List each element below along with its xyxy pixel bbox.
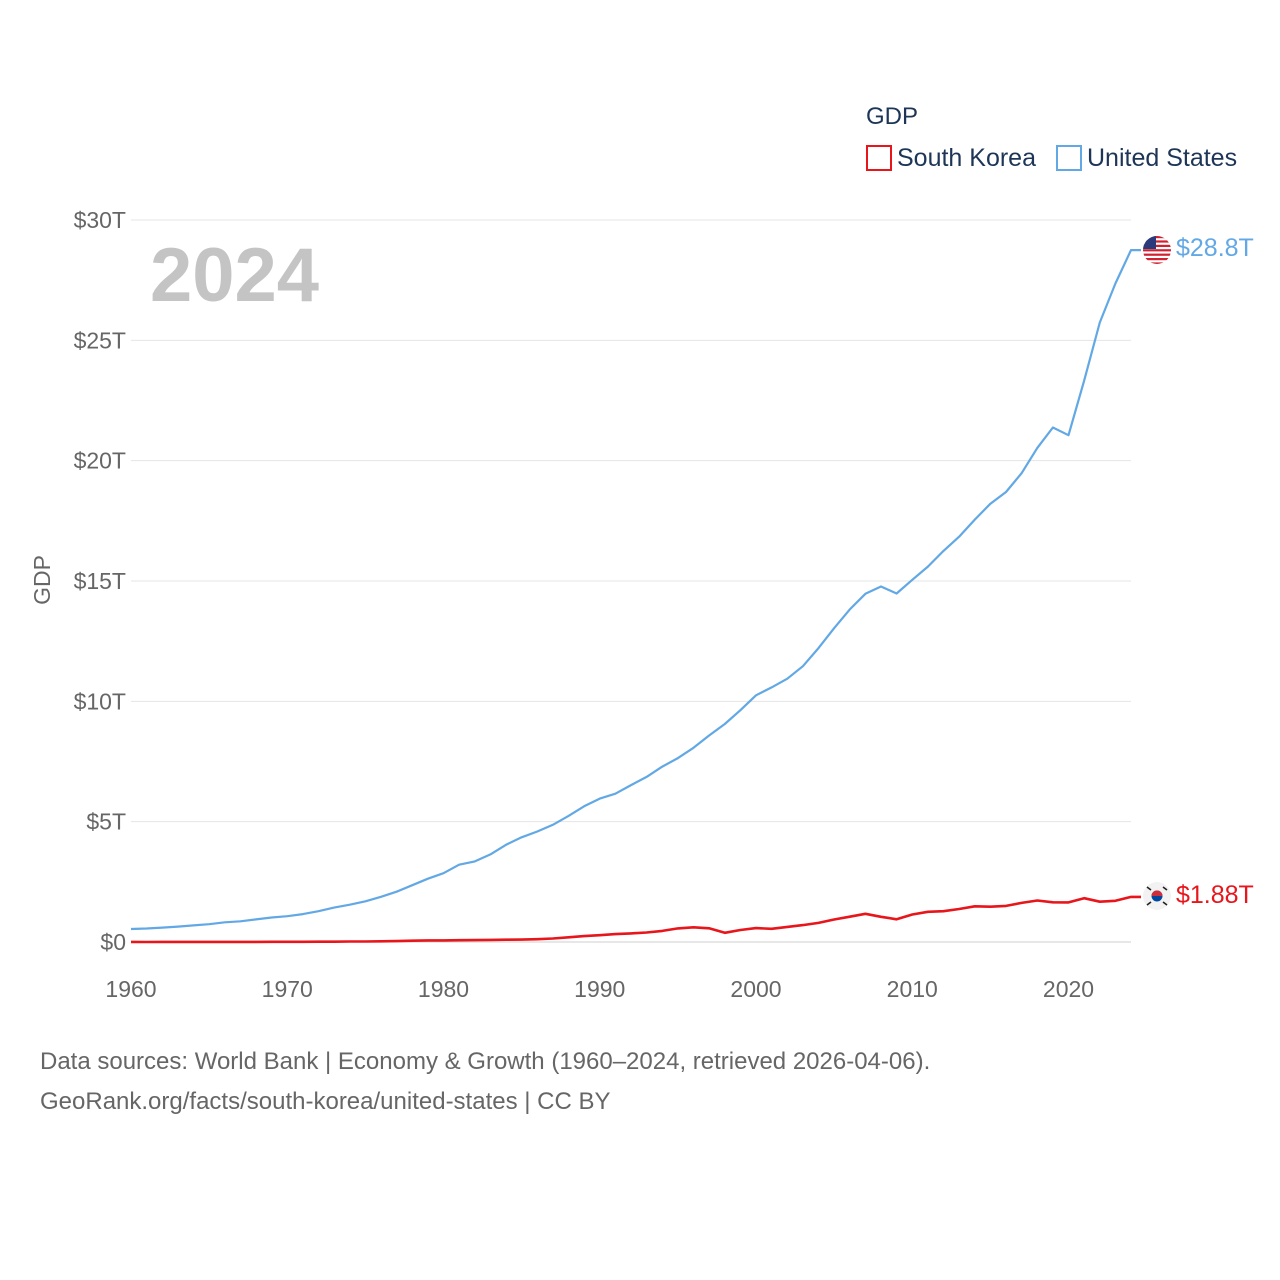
y-axis-label: GDP [29,555,55,605]
south-korea-flag-icon [1143,882,1171,910]
y-tick-label: $5T [86,809,126,835]
end-label-south-korea: $1.88T [1176,881,1254,909]
legend-item-united-states[interactable]: United States [1056,144,1237,172]
legend-swatch-south-korea [866,145,892,171]
source-note: Data sources: World Bank | Economy & Gro… [40,1042,930,1122]
us-flag-icon [1143,236,1171,264]
y-tick-label: $10T [74,688,126,714]
year-label: 2024 [150,233,319,318]
x-tick-label: 2000 [730,976,781,1002]
gridlines [131,219,1131,943]
x-tick-label: 1980 [418,976,469,1002]
series-line-south-korea[interactable] [130,895,1141,944]
y-tick-label: $15T [74,568,126,594]
y-tick-label: $30T [74,207,126,233]
source-line-2[interactable]: GeoRank.org/facts/south-korea/united-sta… [40,1088,611,1115]
x-tick-label: 1990 [574,976,625,1002]
series-line-united-states[interactable] [130,249,1141,931]
legend-label-united-states: United States [1087,144,1237,172]
x-tick-label: 2020 [1043,976,1094,1002]
source-line-1: Data sources: World Bank | Economy & Gro… [40,1048,931,1075]
x-tick-label: 1970 [262,976,313,1002]
legend-label-south-korea: South Korea [897,144,1036,172]
y-tick-label: $20T [74,448,126,474]
legend-title: GDP [866,103,918,130]
x-tick-label: 2010 [887,976,938,1002]
x-axis-ticks: 1960 1970 1980 1990 2000 2010 2020 [105,976,1094,1002]
series-lines [130,249,1141,944]
legend-swatch-united-states [1056,145,1082,171]
y-tick-label: $0 [100,929,126,955]
legend-item-south-korea[interactable]: South Korea [866,144,1036,172]
y-axis-ticks: $0 $5T $10T $15T $20T $25T $30T [74,207,126,955]
y-tick-label: $25T [74,327,126,353]
x-tick-label: 1960 [105,976,156,1002]
end-label-united-states: $28.8T [1176,234,1254,262]
legend: GDP South Korea United States [866,103,1237,172]
